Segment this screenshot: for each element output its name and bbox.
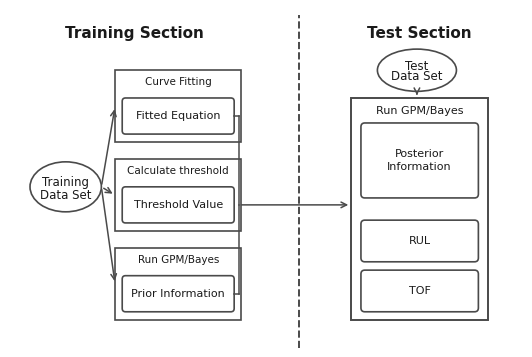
FancyBboxPatch shape: [351, 98, 488, 320]
Text: Run GPM/Bayes: Run GPM/Bayes: [137, 255, 219, 265]
Text: Threshold Value: Threshold Value: [134, 200, 223, 210]
Ellipse shape: [30, 162, 102, 212]
Text: Posterior: Posterior: [395, 149, 444, 159]
Text: RUL: RUL: [409, 236, 431, 246]
Text: Prior Information: Prior Information: [131, 289, 225, 299]
FancyBboxPatch shape: [122, 98, 234, 134]
FancyBboxPatch shape: [115, 70, 242, 142]
Text: Curve Fitting: Curve Fitting: [145, 77, 212, 87]
FancyBboxPatch shape: [361, 123, 478, 198]
FancyBboxPatch shape: [122, 276, 234, 312]
Text: Test: Test: [405, 60, 429, 73]
Text: Data Set: Data Set: [391, 70, 443, 84]
FancyBboxPatch shape: [122, 187, 234, 223]
Text: Training: Training: [42, 176, 89, 189]
FancyBboxPatch shape: [115, 159, 242, 231]
Text: Fitted Equation: Fitted Equation: [136, 111, 220, 121]
Text: Run GPM/Bayes: Run GPM/Bayes: [376, 106, 463, 116]
FancyBboxPatch shape: [361, 270, 478, 312]
FancyBboxPatch shape: [115, 248, 242, 320]
Text: Test Section: Test Section: [368, 26, 472, 41]
FancyBboxPatch shape: [361, 220, 478, 262]
Text: Information: Information: [387, 162, 452, 172]
Text: TOF: TOF: [409, 286, 430, 296]
Text: Data Set: Data Set: [40, 188, 92, 202]
Ellipse shape: [377, 49, 456, 91]
Text: Calculate threshold: Calculate threshold: [127, 166, 229, 176]
Text: Training Section: Training Section: [65, 26, 204, 41]
